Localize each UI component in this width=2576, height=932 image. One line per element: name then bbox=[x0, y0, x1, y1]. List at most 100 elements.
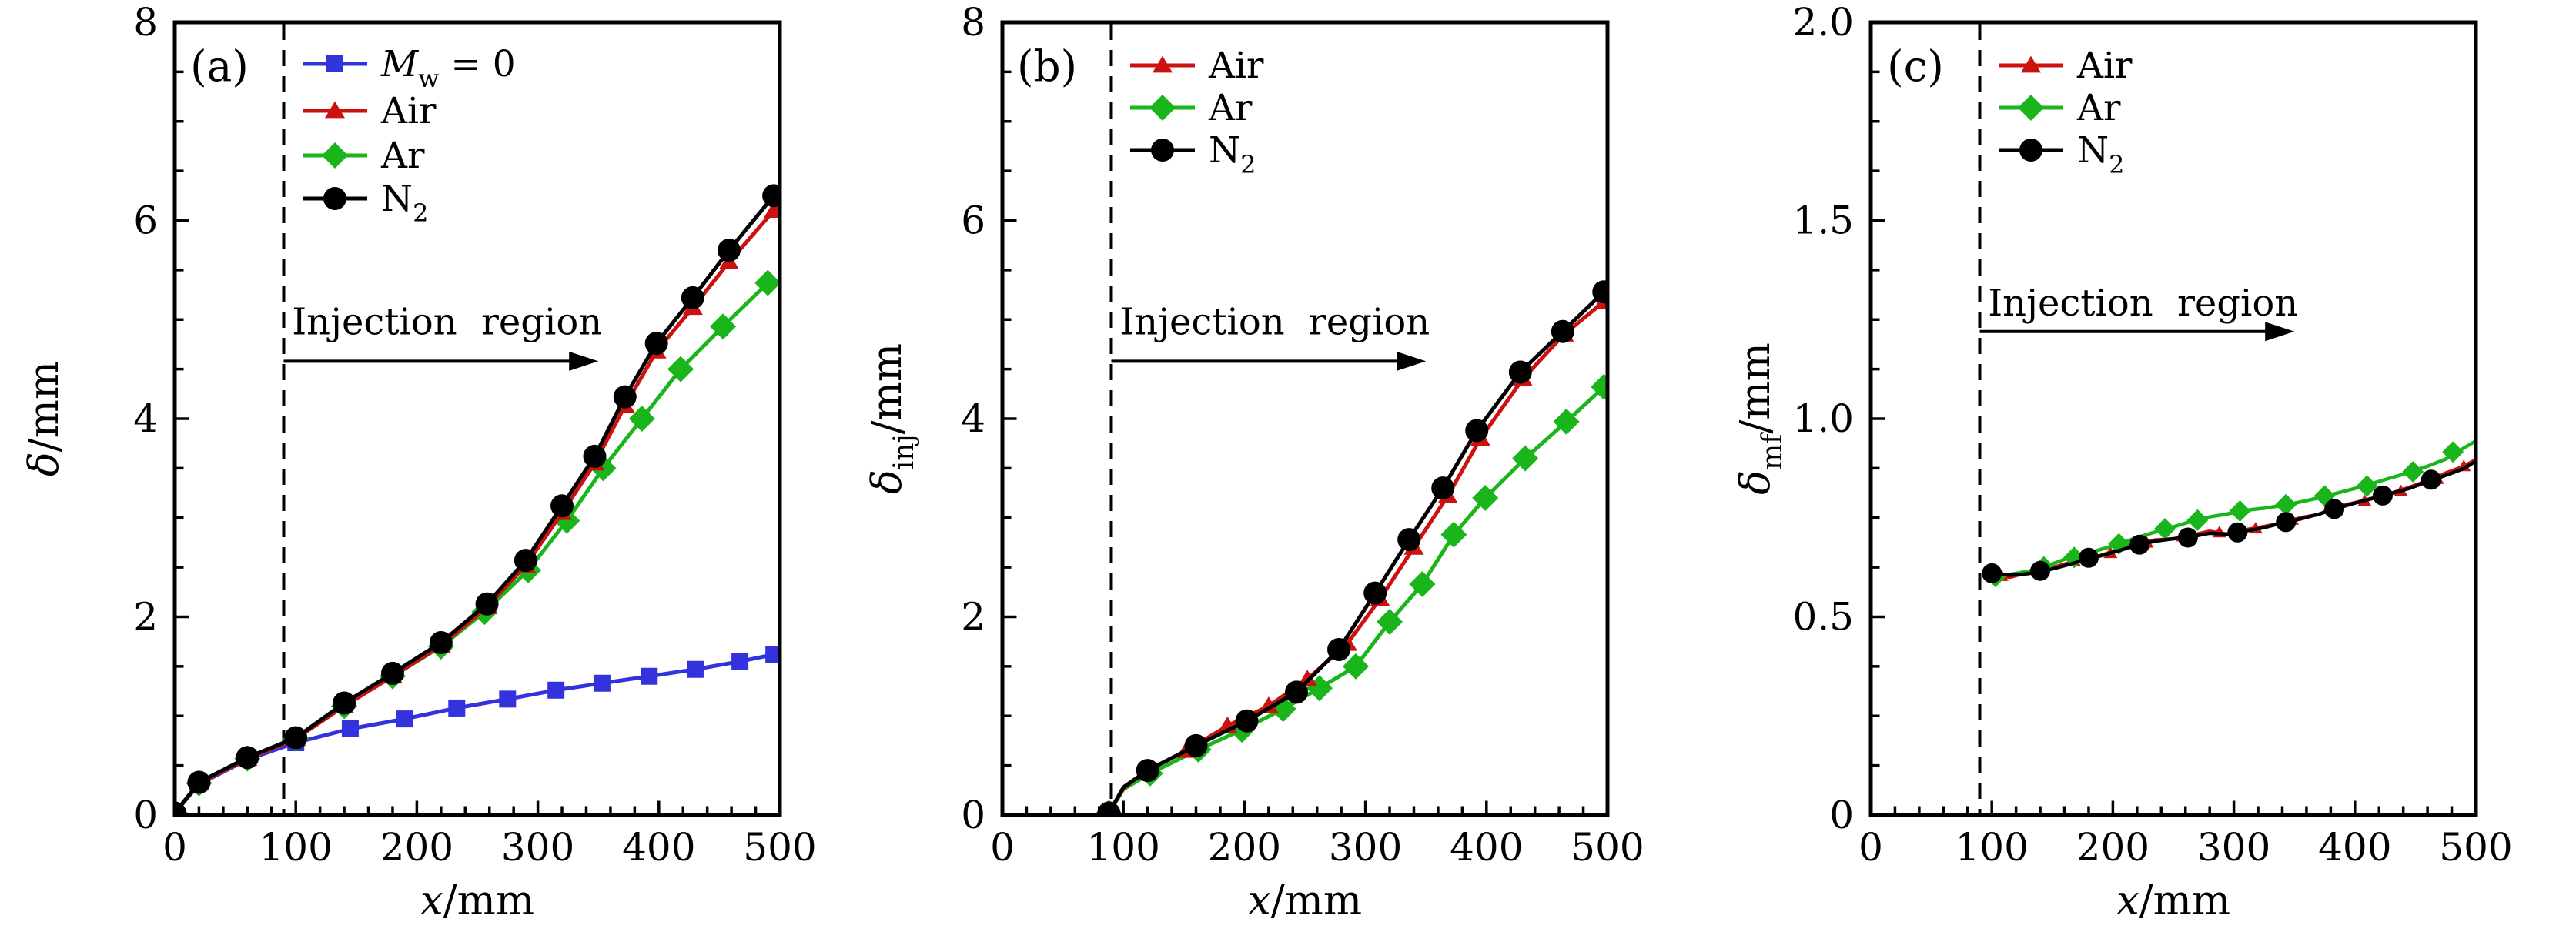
ar-marker bbox=[1343, 653, 1370, 680]
n2-marker bbox=[550, 494, 574, 518]
n2-marker bbox=[2420, 469, 2441, 490]
x-tick-label: 0 bbox=[162, 825, 187, 870]
n2-marker bbox=[2227, 522, 2248, 543]
n2-marker bbox=[1397, 528, 1421, 552]
mw0-marker bbox=[641, 667, 658, 685]
n2-marker bbox=[2078, 547, 2099, 568]
legend-label-air: Air bbox=[380, 90, 437, 132]
legend-marker-n2 bbox=[1151, 139, 1174, 162]
ar-marker bbox=[2442, 441, 2464, 463]
legend-label-ar: Ar bbox=[2076, 87, 2121, 129]
x-tick-label: 400 bbox=[1450, 825, 1523, 870]
ar-marker bbox=[1512, 445, 1539, 472]
y-axis-label: δ/mm bbox=[21, 361, 68, 476]
legend-label-ar: Ar bbox=[1208, 87, 1253, 129]
n2-marker bbox=[1097, 801, 1121, 815]
legend-marker-air bbox=[2021, 55, 2041, 73]
panel-a: 0 100 200 300 400 500 0 2 4 6 8 x/mm δ/mm (a) Injectio… bbox=[21, 0, 817, 924]
legend-label-n2: N2 bbox=[1209, 129, 1256, 179]
mw0-marker bbox=[499, 690, 517, 708]
arrow-head-icon bbox=[1397, 351, 1427, 371]
panel-letter: (b) bbox=[1017, 42, 1077, 91]
legend-label-ar: Ar bbox=[380, 135, 425, 177]
n2-marker bbox=[333, 691, 356, 715]
x-tick-label: 500 bbox=[1571, 825, 1644, 870]
arrow-head-icon bbox=[2265, 322, 2295, 342]
n2-marker bbox=[514, 549, 537, 573]
ar-marker bbox=[2186, 509, 2209, 531]
x-tick-label: 200 bbox=[2076, 825, 2149, 870]
ar-marker bbox=[1472, 485, 1499, 511]
n2-marker bbox=[644, 332, 668, 356]
mw0-marker bbox=[341, 720, 359, 737]
n2-marker bbox=[681, 286, 704, 309]
y-tick-label: 2 bbox=[961, 595, 985, 640]
legend-marker-n2 bbox=[323, 187, 346, 210]
legend-marker-air bbox=[1153, 55, 1173, 73]
n2-marker bbox=[762, 184, 780, 208]
panel-letter: (a) bbox=[190, 42, 249, 91]
legend-marker-ar bbox=[1149, 95, 1176, 121]
legend-marker-mw0 bbox=[326, 55, 343, 72]
legend-label-air: Air bbox=[2076, 45, 2133, 87]
plot-frame bbox=[1000, 20, 1610, 817]
ar-marker bbox=[2153, 518, 2176, 540]
panel-c: 0 100 200 300 400 500 0 0.5 1.0 1.5 2.0 x/mm δmf/mm (… bbox=[1732, 0, 2513, 924]
panel-c-series bbox=[1982, 439, 2476, 587]
y-tick-label: 0.5 bbox=[1792, 595, 1854, 640]
y-tick-label: 0 bbox=[961, 793, 985, 837]
n2-marker bbox=[583, 444, 607, 468]
injection-region-label: Injection region bbox=[1988, 282, 2298, 325]
x-tick-label: 100 bbox=[1955, 825, 2028, 870]
x-axis-label: x/mm bbox=[420, 877, 534, 924]
legend-label-air: Air bbox=[1208, 45, 1264, 87]
ar-marker bbox=[2229, 499, 2251, 522]
x-tick-label: 300 bbox=[2197, 825, 2270, 870]
y-axis-label: δmf/mm bbox=[1732, 342, 1788, 495]
x-tick-label: 100 bbox=[259, 825, 332, 870]
n2-marker bbox=[1508, 360, 1532, 384]
legend-label-n2: N2 bbox=[381, 178, 428, 228]
n2-marker bbox=[475, 592, 499, 616]
panel-letter: (c) bbox=[1887, 42, 1944, 91]
mw0-marker bbox=[686, 660, 704, 678]
y-tick-label: 6 bbox=[961, 199, 985, 243]
x-tick-label: 200 bbox=[1208, 825, 1281, 870]
y-tick-label: 2 bbox=[133, 595, 158, 640]
y-tick-label: 2.0 bbox=[1792, 0, 1854, 45]
n2-marker bbox=[1551, 319, 1574, 343]
ar-marker bbox=[1377, 608, 1403, 635]
n2-marker bbox=[1431, 476, 1455, 500]
x-tick-label: 400 bbox=[2318, 825, 2391, 870]
n2-marker bbox=[2129, 534, 2149, 555]
x-tick-label: 200 bbox=[380, 825, 453, 870]
n2-marker bbox=[2177, 527, 2198, 548]
n2-marker bbox=[1363, 581, 1387, 605]
n2-marker bbox=[380, 661, 404, 685]
ar-marker bbox=[2402, 461, 2424, 483]
plot-frame bbox=[1868, 20, 2478, 817]
legend-marker-ar bbox=[322, 142, 348, 169]
mw0-marker bbox=[731, 653, 749, 670]
y-tick-label: 8 bbox=[133, 0, 158, 45]
n2-marker bbox=[1592, 280, 1607, 304]
x-axis-label: x/mm bbox=[2116, 877, 2230, 924]
ar-marker bbox=[628, 406, 655, 432]
ar-marker bbox=[1409, 571, 1436, 598]
panel-b-series bbox=[1096, 280, 1607, 815]
ar-marker bbox=[1440, 521, 1467, 548]
ar-marker bbox=[1591, 373, 1607, 400]
mw0-marker bbox=[765, 646, 780, 663]
n2-marker bbox=[1235, 709, 1259, 733]
y-tick-label: 4 bbox=[133, 396, 158, 441]
x-axis-label: x/mm bbox=[1248, 877, 1362, 924]
y-tick-label: 8 bbox=[961, 0, 985, 45]
n2-marker bbox=[1184, 733, 1208, 757]
ar-marker bbox=[710, 313, 737, 340]
legend-marker-air bbox=[325, 101, 345, 119]
injection-region-label: Injection region bbox=[1119, 301, 1430, 344]
legend-marker-ar bbox=[2018, 95, 2044, 121]
n2-marker bbox=[284, 726, 308, 750]
